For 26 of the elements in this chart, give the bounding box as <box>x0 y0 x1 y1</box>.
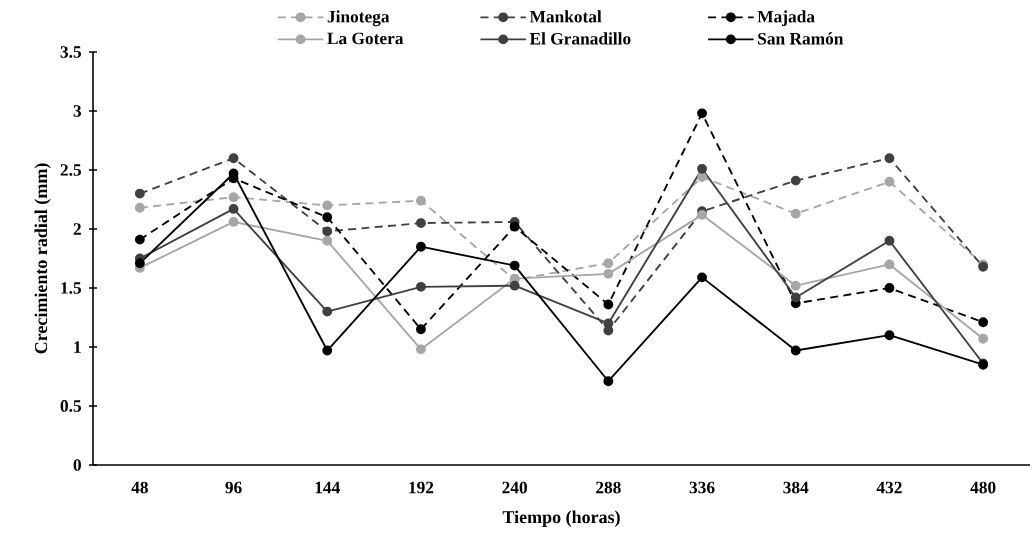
legend-label: Majada <box>757 10 815 27</box>
x-tick-label: 240 <box>502 481 527 494</box>
y-tick-label: 3 <box>73 105 82 117</box>
x-tick-label: 288 <box>596 481 621 494</box>
y-tick-label: 2.5 <box>60 164 81 176</box>
x-tick-label: 432 <box>876 481 902 494</box>
legend-label: Jinotega <box>327 10 390 27</box>
x-tick-label: 96 <box>225 481 242 494</box>
x-tick-label: 384 <box>783 481 809 494</box>
x-axis-title: Tiempo (horas) <box>502 510 620 527</box>
legend-label: El Granadillo <box>529 32 631 45</box>
legend-label: Mankotal <box>529 10 602 23</box>
x-tick-label: 480 <box>970 481 996 494</box>
x-tick-label: 144 <box>315 481 340 494</box>
x-tick-label: 48 <box>131 481 148 494</box>
x-tick-label: 192 <box>409 481 434 494</box>
y-tick-label: 1 <box>74 341 81 353</box>
x-tick-label: 336 <box>689 481 715 494</box>
y-tick-label: 3.5 <box>60 46 81 58</box>
legend-label: San Ramón <box>758 32 844 45</box>
y-tick-label: 2 <box>73 223 81 235</box>
y-tick-label: 0.5 <box>60 400 81 412</box>
y-tick-label: 1.5 <box>61 282 81 294</box>
legend-label: La Gotera <box>327 32 404 45</box>
y-axis-title: Crecimiento radial (mm) <box>34 163 51 354</box>
y-tick-label: 0 <box>73 459 81 471</box>
